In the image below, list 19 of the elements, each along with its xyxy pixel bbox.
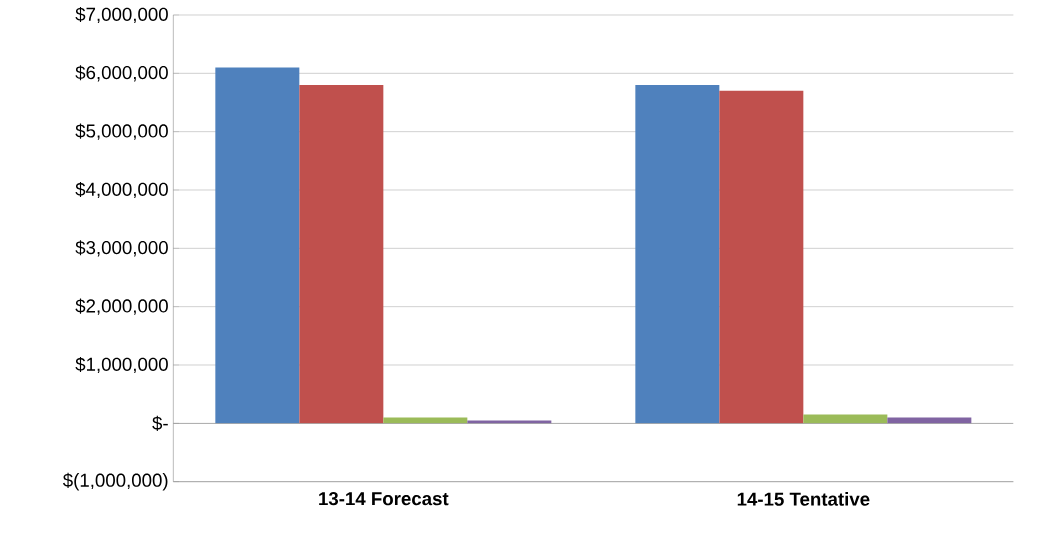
x-tick-label: 14-15 Tentative	[737, 492, 870, 506]
bar	[719, 90, 804, 424]
bar	[215, 67, 300, 424]
y-tick-label: $4,000,000	[75, 181, 168, 199]
bar	[383, 417, 468, 424]
bar	[635, 84, 720, 424]
y-tick-label: $7,000,000	[75, 6, 168, 24]
y-tick-label: $(1,000,000)	[62, 472, 168, 491]
bar	[803, 414, 888, 424]
bar	[299, 84, 384, 424]
bar	[467, 420, 552, 424]
y-tick-label: $3,000,000	[75, 240, 168, 257]
y-tick-label: $6,000,000	[75, 65, 168, 82]
bar	[887, 417, 972, 424]
y-tick-label: $-	[152, 415, 168, 431]
x-tick-label: 13-14 Forecast	[319, 492, 449, 506]
y-tick-label: $5,000,000	[75, 123, 168, 140]
y-tick-label: $2,000,000	[75, 298, 168, 315]
y-tick-label: $1,000,000	[75, 356, 168, 374]
